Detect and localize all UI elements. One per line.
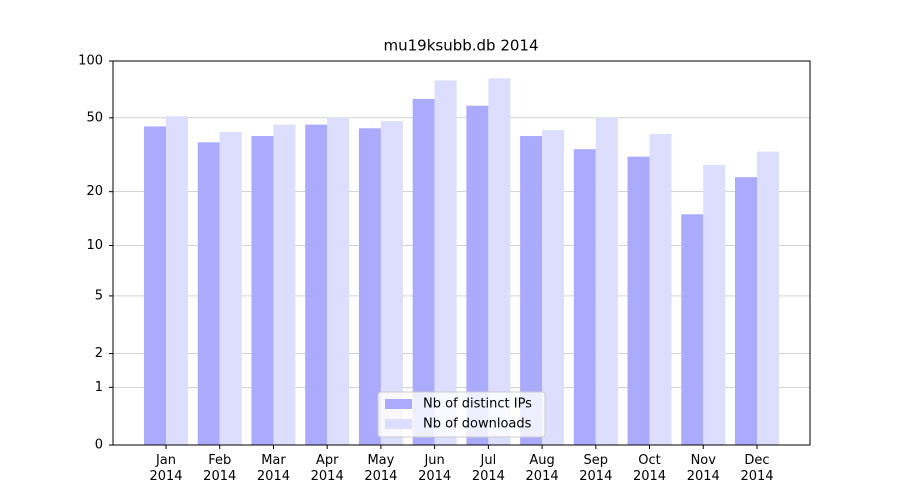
y-tick-label: 1 bbox=[95, 380, 103, 395]
x-tick-label: May 2014 bbox=[364, 453, 398, 484]
bar bbox=[488, 78, 511, 446]
x-tick-label: Jan 2014 bbox=[149, 453, 183, 484]
y-tick-label: 20 bbox=[86, 184, 103, 199]
bar bbox=[520, 136, 543, 445]
y-tick-label: 50 bbox=[86, 110, 103, 125]
y-tick-label: 100 bbox=[78, 54, 103, 69]
legend-swatch bbox=[385, 419, 412, 429]
bar bbox=[327, 117, 350, 445]
bar bbox=[434, 80, 457, 445]
y-tick-label: 0 bbox=[95, 438, 103, 453]
bar bbox=[273, 124, 296, 446]
legend-label: Nb of downloads bbox=[423, 417, 532, 432]
y-tick-label: 2 bbox=[95, 346, 103, 361]
x-tick-label: Nov 2014 bbox=[686, 453, 720, 484]
x-tick-label: Sep 2014 bbox=[579, 453, 613, 484]
x-tick-label: Feb 2014 bbox=[203, 453, 237, 484]
bar bbox=[380, 121, 403, 446]
plot-frame bbox=[112, 60, 811, 446]
bar bbox=[358, 128, 381, 445]
x-tick-label: Jul 2014 bbox=[471, 453, 505, 484]
x-tick-label: Apr 2014 bbox=[310, 453, 344, 484]
x-tick-label: Jun 2014 bbox=[418, 453, 452, 484]
chart-title: mu19ksubb.db 2014 bbox=[383, 37, 538, 55]
x-tick-label: Dec 2014 bbox=[740, 453, 774, 484]
legend-box bbox=[377, 391, 546, 438]
bar bbox=[542, 130, 565, 446]
bar bbox=[703, 164, 726, 445]
bar bbox=[305, 124, 328, 446]
bar bbox=[466, 105, 489, 446]
bar bbox=[166, 116, 188, 446]
bar bbox=[627, 156, 650, 445]
bar bbox=[144, 126, 166, 445]
bar bbox=[757, 151, 779, 445]
x-tick-label: Aug 2014 bbox=[525, 453, 559, 484]
bar bbox=[573, 149, 596, 446]
legend-swatch bbox=[385, 399, 412, 409]
y-tick-label: 5 bbox=[95, 288, 103, 303]
y-tick-label: 10 bbox=[86, 238, 103, 253]
x-tick-label: Oct 2014 bbox=[632, 453, 667, 484]
bar bbox=[197, 142, 220, 445]
bar bbox=[219, 132, 242, 446]
bar bbox=[681, 214, 704, 445]
bar bbox=[649, 134, 672, 445]
x-tick-label: Mar 2014 bbox=[256, 453, 290, 484]
bar bbox=[412, 98, 435, 446]
legend-label: Nb of distinct IPs bbox=[423, 397, 532, 412]
bar bbox=[251, 136, 274, 445]
bar bbox=[595, 117, 618, 445]
bar bbox=[735, 177, 757, 446]
